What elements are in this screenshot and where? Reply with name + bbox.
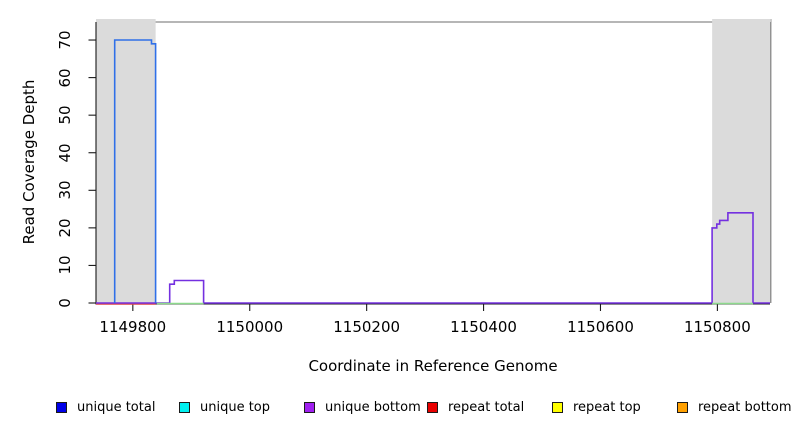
x-tick-label: 1150200 — [333, 318, 401, 336]
x-tick-label: 1150600 — [567, 318, 634, 336]
legend-label: unique top — [200, 399, 271, 415]
legend-item-unique-bottom: unique bottom — [304, 399, 421, 415]
x-tick-label: 1150800 — [683, 318, 751, 336]
legend-label: repeat total — [448, 399, 525, 415]
shaded-region — [96, 19, 156, 303]
legend-swatch-icon — [179, 401, 190, 413]
x-tick-label: 1149800 — [99, 318, 167, 336]
y-tick-label: 70 — [56, 30, 74, 50]
legend-swatch-icon — [56, 401, 67, 413]
legend-swatch-icon — [427, 401, 438, 413]
y-axis-title: Read Coverage Depth — [20, 79, 38, 245]
chart-legend: unique total unique top unique bottom repea… — [0, 399, 792, 419]
x-tick-label: 1150400 — [450, 318, 517, 336]
shaded-region — [712, 19, 770, 303]
legend-label: unique total — [77, 399, 156, 415]
legend-label: repeat top — [573, 399, 641, 415]
legend-item-unique-total: unique total — [56, 399, 155, 415]
x-tick-label: 1150000 — [216, 318, 284, 336]
legend-item-repeat-total: repeat total — [427, 399, 524, 415]
legend-swatch-icon — [552, 401, 563, 413]
legend-label: repeat bottom — [698, 399, 792, 415]
x-axis-title: Coordinate in Reference Genome — [308, 357, 558, 375]
legend-swatch-icon — [304, 401, 315, 413]
series-unique-total — [113, 39, 157, 303]
legend-label: unique bottom — [325, 399, 421, 415]
legend-item-repeat-top: repeat top — [552, 399, 641, 415]
series-unique-bottom — [96, 212, 770, 304]
legend-swatch-icon — [677, 401, 688, 413]
legend-item-unique-top: unique top — [179, 399, 270, 415]
legend-item-repeat-bottom: repeat bottom — [677, 399, 792, 415]
